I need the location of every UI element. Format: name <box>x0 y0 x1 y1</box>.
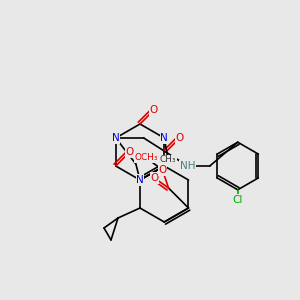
Text: O: O <box>150 173 159 183</box>
Text: OCH₃: OCH₃ <box>135 154 158 163</box>
Text: N: N <box>136 175 144 185</box>
Text: O: O <box>158 165 166 175</box>
Text: O: O <box>126 147 134 157</box>
Text: CH₃: CH₃ <box>160 155 176 164</box>
Text: N: N <box>112 133 120 143</box>
Text: NH: NH <box>180 161 196 171</box>
Text: O: O <box>176 133 184 143</box>
Text: N: N <box>160 133 168 143</box>
Text: Cl: Cl <box>232 195 243 205</box>
Text: O: O <box>150 105 158 115</box>
